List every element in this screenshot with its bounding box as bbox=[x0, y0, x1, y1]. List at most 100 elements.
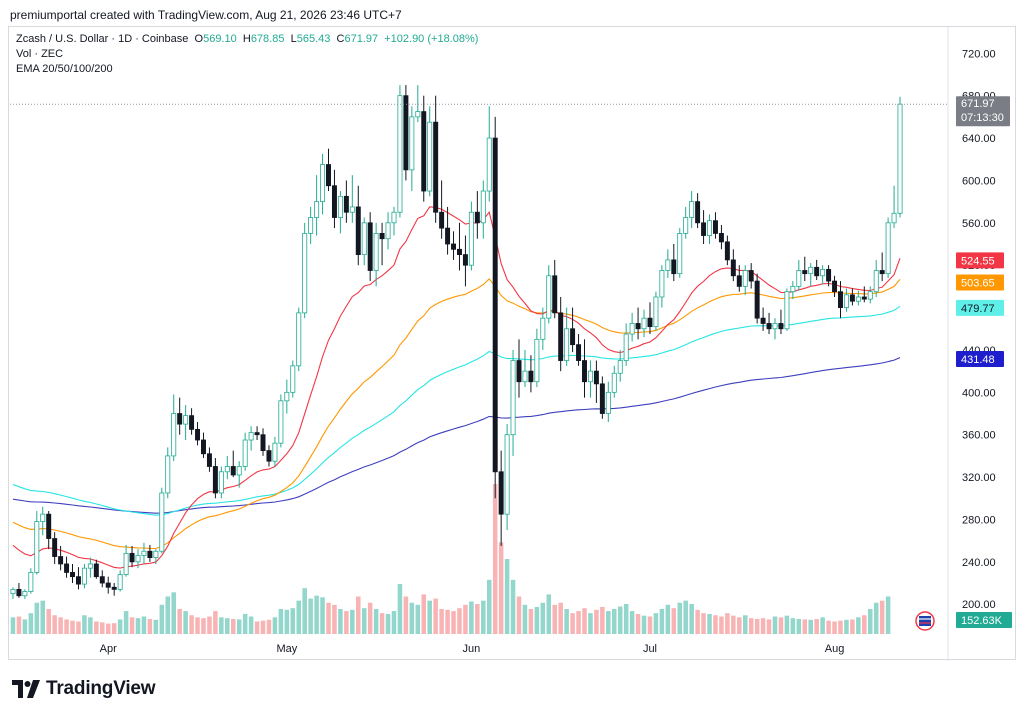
candle[interactable] bbox=[582, 360, 587, 383]
candle[interactable] bbox=[272, 442, 278, 462]
candle[interactable] bbox=[814, 266, 820, 277]
candle[interactable] bbox=[796, 270, 802, 287]
candle[interactable] bbox=[409, 116, 415, 171]
candle[interactable] bbox=[153, 550, 159, 559]
candle[interactable] bbox=[558, 312, 564, 361]
candle[interactable] bbox=[587, 370, 593, 383]
candle[interactable] bbox=[576, 344, 582, 361]
candle[interactable] bbox=[879, 270, 885, 275]
candle[interactable] bbox=[516, 360, 522, 383]
candle[interactable] bbox=[695, 201, 701, 224]
candle[interactable] bbox=[70, 572, 75, 578]
candle[interactable] bbox=[278, 400, 284, 444]
candle[interactable] bbox=[123, 552, 129, 575]
candle[interactable] bbox=[659, 270, 665, 298]
candle[interactable] bbox=[647, 317, 653, 328]
candle[interactable] bbox=[665, 259, 671, 271]
candle[interactable] bbox=[433, 121, 439, 213]
candle[interactable] bbox=[326, 164, 331, 187]
candle[interactable] bbox=[891, 212, 897, 224]
candle[interactable] bbox=[254, 432, 260, 436]
candle[interactable] bbox=[564, 328, 570, 361]
tradingview-logo[interactable]: TradingView bbox=[12, 678, 156, 700]
candle[interactable] bbox=[617, 360, 623, 374]
candle[interactable] bbox=[683, 217, 689, 234]
candle[interactable] bbox=[689, 201, 695, 218]
candle[interactable] bbox=[177, 413, 183, 425]
candle[interactable] bbox=[456, 248, 462, 256]
candle[interactable] bbox=[415, 111, 421, 118]
candle[interactable] bbox=[260, 434, 266, 451]
candle[interactable] bbox=[486, 137, 492, 192]
candle[interactable] bbox=[111, 586, 117, 590]
candle[interactable] bbox=[28, 572, 34, 592]
candle[interactable] bbox=[760, 317, 766, 324]
candle[interactable] bbox=[701, 222, 707, 236]
candle[interactable] bbox=[302, 233, 308, 314]
candle[interactable] bbox=[343, 195, 349, 213]
candle[interactable] bbox=[93, 563, 99, 578]
candle[interactable] bbox=[462, 254, 468, 266]
candle[interactable] bbox=[897, 103, 903, 214]
candle[interactable] bbox=[522, 370, 528, 383]
candle[interactable] bbox=[99, 576, 105, 584]
candle[interactable] bbox=[355, 206, 361, 256]
candle[interactable] bbox=[820, 269, 826, 277]
candle[interactable] bbox=[677, 233, 683, 275]
candle[interactable] bbox=[34, 521, 40, 573]
candle[interactable] bbox=[230, 466, 236, 476]
candle[interactable] bbox=[808, 266, 814, 275]
candle[interactable] bbox=[605, 391, 611, 414]
candle[interactable] bbox=[599, 383, 605, 414]
candle[interactable] bbox=[748, 270, 754, 282]
candle[interactable] bbox=[724, 241, 730, 261]
candle[interactable] bbox=[129, 552, 135, 563]
candle[interactable] bbox=[147, 550, 153, 559]
candle[interactable] bbox=[778, 323, 784, 330]
candle[interactable] bbox=[236, 466, 242, 476]
candle[interactable] bbox=[397, 95, 403, 213]
candle[interactable] bbox=[611, 372, 617, 393]
candle[interactable] bbox=[570, 328, 576, 346]
candle[interactable] bbox=[308, 217, 314, 234]
candle[interactable] bbox=[367, 222, 373, 271]
candle[interactable] bbox=[337, 195, 343, 218]
candle[interactable] bbox=[379, 233, 385, 240]
candle[interactable] bbox=[843, 294, 849, 308]
candle[interactable] bbox=[75, 576, 81, 585]
candle[interactable] bbox=[867, 291, 873, 300]
candle[interactable] bbox=[46, 513, 52, 539]
candle[interactable] bbox=[10, 588, 16, 595]
candle[interactable] bbox=[873, 270, 879, 293]
candle[interactable] bbox=[730, 259, 736, 277]
candle[interactable] bbox=[534, 338, 540, 383]
candle[interactable] bbox=[141, 550, 147, 556]
candle[interactable] bbox=[439, 211, 445, 229]
candle[interactable] bbox=[772, 323, 778, 330]
candle[interactable] bbox=[802, 270, 808, 275]
candle[interactable] bbox=[361, 222, 367, 256]
candle[interactable] bbox=[593, 370, 599, 385]
candle[interactable] bbox=[159, 492, 165, 552]
candle[interactable] bbox=[64, 563, 70, 573]
candle[interactable] bbox=[445, 227, 451, 245]
candle[interactable] bbox=[671, 259, 677, 275]
candle[interactable] bbox=[832, 280, 838, 293]
candle[interactable] bbox=[58, 556, 64, 565]
candle[interactable] bbox=[200, 439, 206, 455]
candle[interactable] bbox=[629, 323, 635, 335]
candle[interactable] bbox=[718, 233, 724, 243]
candle[interactable] bbox=[492, 137, 498, 473]
candle[interactable] bbox=[242, 439, 248, 467]
candle[interactable] bbox=[403, 95, 409, 171]
candle[interactable] bbox=[653, 296, 659, 328]
candle[interactable] bbox=[320, 164, 326, 203]
candle[interactable] bbox=[331, 185, 337, 218]
candle[interactable] bbox=[52, 538, 58, 557]
candle[interactable] bbox=[540, 317, 546, 340]
candle[interactable] bbox=[498, 471, 504, 515]
candle[interactable] bbox=[766, 323, 772, 330]
candle[interactable] bbox=[754, 280, 760, 319]
candle[interactable] bbox=[635, 323, 641, 330]
candle[interactable] bbox=[212, 466, 218, 494]
